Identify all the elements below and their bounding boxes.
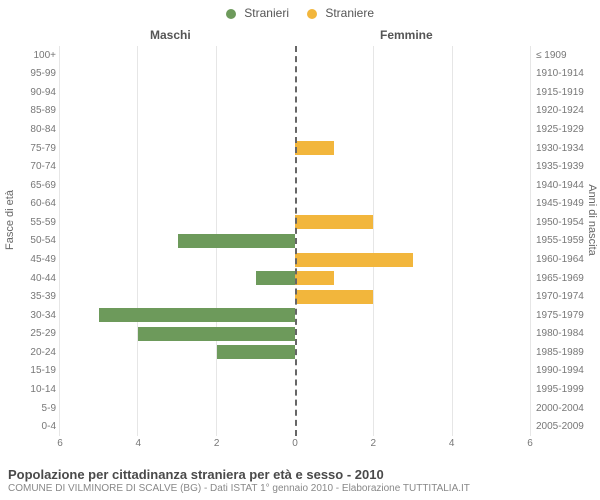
plot-area xyxy=(60,46,530,436)
bar-male xyxy=(138,327,295,341)
ylabel-age: 5-9 xyxy=(0,399,60,418)
ylabel-birth: 1925-1929 xyxy=(532,120,600,139)
ylabel-birth: 1915-1919 xyxy=(532,83,600,102)
ylabel-age: 65-69 xyxy=(0,176,60,195)
ylabel-birth: 1935-1939 xyxy=(532,157,600,176)
ylabel-birth: 1945-1949 xyxy=(532,195,600,214)
population-pyramid-chart: Stranieri Straniere Maschi Femmine Fasce… xyxy=(0,0,600,500)
ylabel-birth: 1975-1979 xyxy=(532,306,600,325)
ylabel-birth: 1985-1989 xyxy=(532,343,600,362)
bar-female xyxy=(295,215,373,229)
xtick-label: 6 xyxy=(527,438,533,449)
ylabel-birth: 2005-2009 xyxy=(532,417,600,436)
gridline xyxy=(530,46,531,436)
ylabel-age: 40-44 xyxy=(0,269,60,288)
bar-female xyxy=(295,253,413,267)
ylabel-age: 45-49 xyxy=(0,250,60,269)
ylabel-age: 95-99 xyxy=(0,65,60,84)
chart-title: Popolazione per cittadinanza straniera p… xyxy=(8,467,592,482)
ylabel-age: 30-34 xyxy=(0,306,60,325)
chart-subtitle: COMUNE DI VILMINORE DI SCALVE (BG) - Dat… xyxy=(8,483,592,494)
ylabel-age: 25-29 xyxy=(0,325,60,344)
xtick-label: 4 xyxy=(136,438,142,449)
bar-male xyxy=(256,271,295,285)
ylabel-age: 55-59 xyxy=(0,213,60,232)
xtick-label: 0 xyxy=(292,438,298,449)
gridline xyxy=(373,46,374,436)
ylabel-age: 100+ xyxy=(0,46,60,65)
ylabel-birth: 1965-1969 xyxy=(532,269,600,288)
ylabel-age: 15-19 xyxy=(0,362,60,381)
xtick-label: 6 xyxy=(57,438,63,449)
ylabel-age: 0-4 xyxy=(0,417,60,436)
bar-female xyxy=(295,290,373,304)
ylabel-birth: 1990-1994 xyxy=(532,362,600,381)
ylabel-birth: 1930-1934 xyxy=(532,139,600,158)
xtick-label: 2 xyxy=(371,438,377,449)
bar-male xyxy=(178,234,296,248)
ylabel-birth: 1980-1984 xyxy=(532,325,600,344)
legend: Stranieri Straniere xyxy=(0,6,600,20)
ylabel-birth: 1995-1999 xyxy=(532,380,600,399)
ylabel-birth: 1950-1954 xyxy=(532,213,600,232)
ylabel-birth: 1960-1964 xyxy=(532,250,600,269)
ylabel-birth: 1955-1959 xyxy=(532,232,600,251)
ylabel-birth: 1920-1924 xyxy=(532,102,600,121)
column-title-female: Femmine xyxy=(380,28,433,42)
legend-item-female: Straniere xyxy=(307,6,374,20)
legend-label-male: Stranieri xyxy=(244,6,289,20)
xtick-label: 4 xyxy=(449,438,455,449)
legend-label-female: Straniere xyxy=(325,6,374,20)
ylabel-birth: 1940-1944 xyxy=(532,176,600,195)
ylabel-birth: 1970-1974 xyxy=(532,287,600,306)
gridline xyxy=(137,46,138,436)
column-title-male: Maschi xyxy=(150,28,191,42)
chart-footer: Popolazione per cittadinanza straniera p… xyxy=(8,467,592,494)
ylabel-age: 80-84 xyxy=(0,120,60,139)
ylabel-age: 85-89 xyxy=(0,102,60,121)
bar-male xyxy=(217,345,295,359)
plot-half-female xyxy=(295,46,530,436)
ylabel-age: 60-64 xyxy=(0,195,60,214)
legend-item-male: Stranieri xyxy=(226,6,289,20)
ylabel-age: 90-94 xyxy=(0,83,60,102)
ylabel-birth: 2000-2004 xyxy=(532,399,600,418)
ylabel-age: 10-14 xyxy=(0,380,60,399)
ylabel-age: 70-74 xyxy=(0,157,60,176)
ylabel-age: 75-79 xyxy=(0,139,60,158)
ylabel-age: 50-54 xyxy=(0,232,60,251)
bar-male xyxy=(99,308,295,322)
ylabel-birth: 1910-1914 xyxy=(532,65,600,84)
ylabel-age: 20-24 xyxy=(0,343,60,362)
legend-swatch-male xyxy=(226,9,236,19)
centerline xyxy=(295,46,297,436)
xtick-label: 2 xyxy=(214,438,220,449)
bar-female xyxy=(295,141,334,155)
plot-half-male xyxy=(60,46,295,436)
ylabel-age: 35-39 xyxy=(0,287,60,306)
ylabel-birth: ≤ 1909 xyxy=(532,46,600,65)
bar-female xyxy=(295,271,334,285)
gridline xyxy=(452,46,453,436)
legend-swatch-female xyxy=(307,9,317,19)
